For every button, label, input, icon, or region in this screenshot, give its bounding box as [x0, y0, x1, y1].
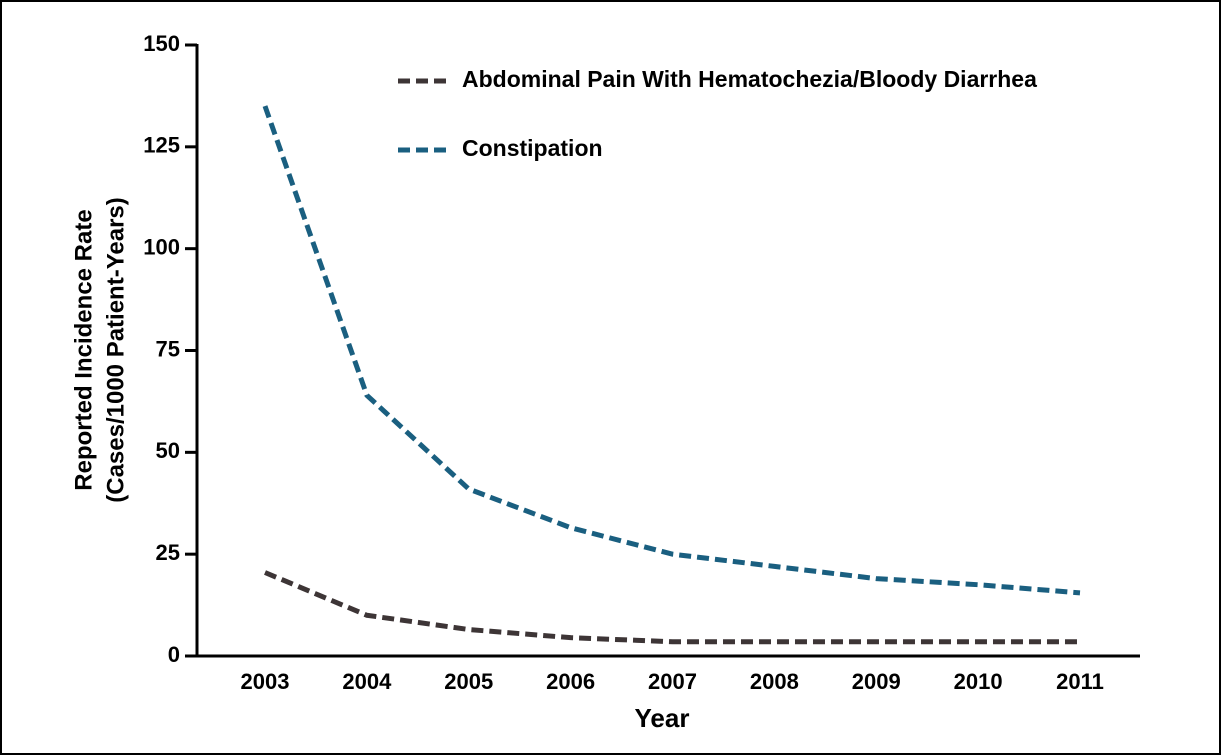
y-axis-label: Reported Incidence Rate — [70, 209, 97, 490]
x-tick-label: 2008 — [750, 669, 799, 694]
x-tick-label: 2010 — [954, 669, 1003, 694]
x-tick-label: 2009 — [852, 669, 901, 694]
x-tick-label: 2011 — [1056, 669, 1104, 694]
series-line — [264, 570, 1080, 645]
x-tick-label: 2003 — [241, 669, 290, 694]
series-line — [262, 105, 1081, 596]
y-tick-label: 25 — [156, 540, 180, 565]
x-tick-label: 2007 — [648, 669, 697, 694]
y-axis-label: (Cases/1000 Patient-Years) — [102, 197, 129, 503]
x-tick-label: 2004 — [342, 669, 392, 694]
x-tick-label: 2006 — [546, 669, 595, 694]
y-tick-label: 150 — [143, 31, 180, 56]
x-axis-label: Year — [635, 703, 690, 733]
y-tick-label: 0 — [168, 642, 180, 667]
y-tick-label: 75 — [156, 336, 180, 361]
y-tick-label: 125 — [143, 133, 180, 158]
y-tick-label: 50 — [156, 438, 180, 463]
legend-label: Abdominal Pain With Hematochezia/Bloody … — [462, 66, 1037, 92]
legend-label: Constipation — [462, 135, 603, 161]
y-tick-label: 100 — [143, 234, 180, 259]
x-tick-label: 2005 — [444, 669, 493, 694]
